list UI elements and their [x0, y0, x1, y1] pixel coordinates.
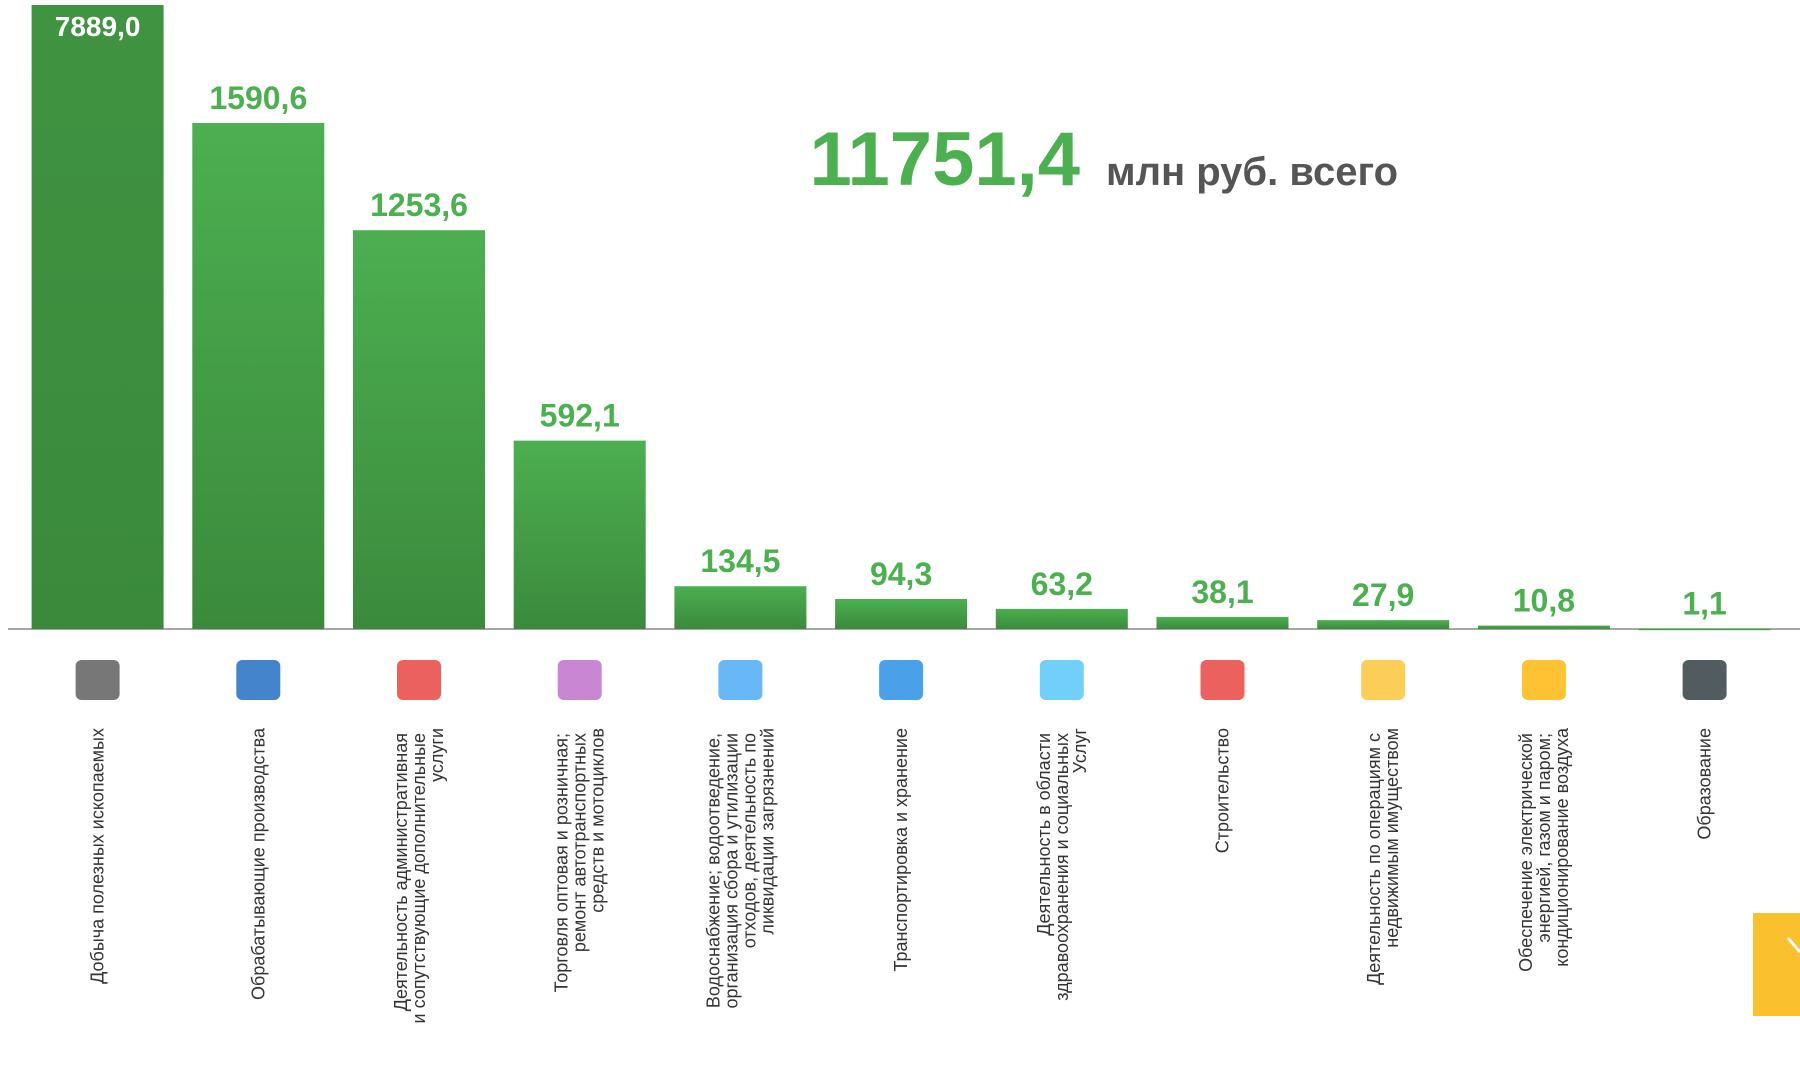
bar — [353, 230, 485, 630]
bar — [1317, 620, 1450, 629]
category-label: Строительство — [1213, 728, 1233, 853]
category-label: Торговля оптовая и розничная; ремонт авт… — [552, 728, 608, 992]
category-icon — [397, 660, 441, 700]
category-icon — [1200, 660, 1245, 700]
bar — [1477, 625, 1610, 629]
value-label: 63,2 — [1031, 566, 1093, 602]
category-label: Добыча полезных ископаемых — [88, 728, 108, 984]
category-label: Образование — [1695, 728, 1715, 840]
total-caption: млн руб. всего — [1106, 150, 1398, 194]
category-icon — [557, 660, 602, 700]
category-icon — [1521, 660, 1566, 700]
category-label: Деятельность по операциям с недвижимым и… — [1364, 728, 1402, 985]
bar — [995, 608, 1128, 629]
category-icon — [236, 660, 281, 700]
category-label: Деятельность в области здравоохранения и… — [1034, 728, 1090, 1001]
bar — [31, 5, 164, 630]
category-icon — [75, 660, 120, 700]
value-label: 10,8 — [1513, 583, 1575, 619]
value-label: 592,1 — [540, 398, 620, 434]
category-label: Обеспечение электрической энергией, газо… — [1516, 727, 1572, 972]
bar — [1638, 628, 1771, 631]
category-label: Обрабатывающие производства — [248, 727, 268, 1000]
category-icon — [718, 660, 763, 700]
value-label: 38,1 — [1191, 574, 1253, 610]
category-icon — [879, 660, 924, 700]
value-label: 94,3 — [870, 556, 932, 592]
category-icon — [1682, 660, 1727, 700]
category-label: Деятельность административная и сопутств… — [391, 728, 447, 1023]
bar — [674, 586, 807, 629]
value-label: 1,1 — [1682, 586, 1726, 622]
bar — [1156, 616, 1289, 629]
value-label: 1590,6 — [209, 80, 307, 116]
total-value: 11751,4 — [809, 117, 1080, 202]
value-label: 134,5 — [700, 543, 780, 579]
bar — [835, 599, 968, 629]
category-label: Транспортировка и хранение — [891, 728, 911, 972]
value-label: 1253,6 — [370, 187, 468, 223]
bar — [513, 440, 646, 629]
value-label: 7889,0 — [55, 11, 141, 42]
category-label: Водоснабжение; водоотведение, организаци… — [703, 728, 777, 1009]
next-button[interactable] — [1753, 913, 1800, 1016]
bar — [192, 122, 325, 630]
value-label: 27,9 — [1352, 577, 1414, 613]
category-icon — [1361, 660, 1406, 700]
category-icon — [1039, 660, 1084, 700]
